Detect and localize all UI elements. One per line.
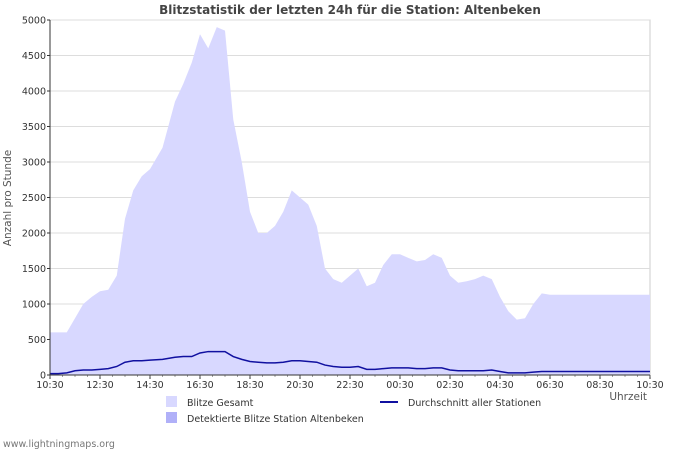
y-tick-label: 1000 — [22, 300, 46, 311]
x-axis-label: Uhrzeit — [609, 391, 647, 403]
y-tick-label: 500 — [28, 335, 46, 346]
x-tick-label: 02:30 — [436, 380, 463, 391]
legend: Blitze Gesamt Detektierte Blitze Station… — [166, 396, 541, 425]
source-footer: www.lightningmaps.org — [3, 439, 115, 450]
y-tick-label: 3500 — [22, 122, 46, 133]
y-axis-label: Anzahl pro Stunde — [2, 150, 14, 246]
chart-title: Blitzstatistik der letzten 24h für die S… — [159, 3, 541, 17]
y-tick-label: 1500 — [22, 264, 46, 275]
legend-swatch-blitze-gesamt — [166, 396, 177, 407]
line-durchschnitt — [50, 350, 650, 375]
y-tick-label: 2000 — [22, 229, 46, 240]
x-tick-label: 22:30 — [336, 380, 363, 391]
x-tick-label: 20:30 — [286, 380, 313, 391]
y-tick-label: 2500 — [22, 193, 46, 204]
y-tick-label: 3000 — [22, 158, 46, 169]
x-tick-label: 04:30 — [486, 380, 513, 391]
series-layer — [50, 27, 650, 375]
x-tick-label: 16:30 — [186, 380, 213, 391]
y-tick-label: 5000 — [22, 16, 46, 27]
legend-label-durchschnitt: Durchschnitt aller Stationen — [408, 398, 541, 409]
x-tick-label: 00:30 — [386, 380, 413, 391]
legend-label-blitze-gesamt: Blitze Gesamt — [187, 398, 254, 409]
x-tick-label: 12:30 — [86, 380, 113, 391]
x-tick-label: 10:30 — [636, 380, 663, 391]
y-tick-label: 4500 — [22, 51, 46, 62]
y-tick-labels: 0 500 1000 1500 2000 2500 3000 3500 4000 4500 5000 — [22, 16, 46, 382]
x-tick-labels: 10:30 12:30 14:30 16:30 18:30 20:30 22:30 00:30… — [36, 380, 663, 391]
x-tick-label: 08:30 — [586, 380, 613, 391]
x-tick-label: 14:30 — [136, 380, 163, 391]
x-tick-label: 10:30 — [36, 380, 63, 391]
area-blitze-gesamt — [50, 27, 650, 375]
legend-swatch-detektierte-blitze — [166, 412, 177, 423]
legend-label-detektierte-blitze: Detektierte Blitze Station Altenbeken — [187, 414, 364, 425]
x-tick-label: 18:30 — [236, 380, 263, 391]
y-tick-label: 0 — [40, 371, 46, 382]
y-tick-label: 4000 — [22, 87, 46, 98]
x-tick-label: 06:30 — [536, 380, 563, 391]
axes — [47, 19, 651, 379]
